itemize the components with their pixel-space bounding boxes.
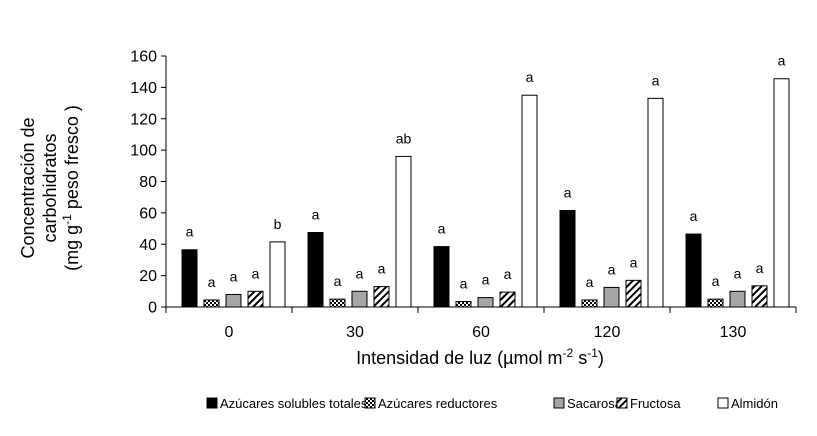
- y-tick-label: 40: [139, 237, 157, 254]
- bar-fructosa-120: [625, 279, 642, 308]
- y-axis-title: Concentración de carbohidratos (mg g-1 p…: [18, 105, 82, 271]
- significance-label: a: [378, 261, 386, 277]
- legend: Azúcares solubles totales Azúcares reduct…: [206, 396, 778, 411]
- bars: [181, 78, 790, 308]
- y-tick-label: 80: [139, 174, 157, 191]
- y-axis-title-line2: carbohidratos: [40, 133, 60, 242]
- axes: 0 20 40 60 80 100 120 140 160 0 30 60 120 130: [130, 49, 797, 341]
- significance-label: a: [482, 272, 490, 288]
- legend-swatch: [717, 397, 729, 409]
- significance-label: a: [504, 266, 512, 282]
- legend-swatch: [206, 397, 218, 409]
- x-tick-label: 60: [472, 324, 490, 341]
- significance-label: a: [312, 206, 320, 222]
- bar-sacarosa-120: [603, 286, 620, 308]
- significance-label: a: [756, 260, 764, 276]
- bar-fructosa-0: [247, 290, 264, 308]
- significance-label: a: [712, 273, 720, 289]
- significance-label: b: [274, 216, 282, 232]
- bar-az-cares-reductores-30: [329, 298, 346, 308]
- y-tick-label: 120: [130, 111, 157, 128]
- bar-az-cares-reductores-130: [707, 298, 724, 308]
- y-tick-label: 100: [130, 143, 157, 160]
- bar-az-cares-reductores-60: [455, 301, 472, 308]
- significance-label: a: [438, 221, 446, 237]
- bar-fructosa-60: [499, 291, 516, 308]
- x-tick-label: 30: [346, 324, 364, 341]
- x-tick-label: 130: [720, 324, 747, 341]
- bar-almid-n-30: [395, 155, 412, 308]
- significance-label: a: [734, 265, 742, 281]
- x-axis-title: Intensidad de luz (µmol m-2 s-1): [356, 346, 604, 368]
- significance-label: a: [208, 274, 216, 290]
- significance-label: a: [230, 268, 238, 284]
- legend-swatch: [364, 397, 376, 409]
- bar-sacarosa-60: [477, 297, 494, 308]
- significance-label: a: [186, 224, 194, 240]
- y-tick-label: 160: [130, 49, 157, 66]
- y-tick-label: 140: [130, 80, 157, 97]
- legend-label: Almidón: [731, 396, 778, 411]
- significance-label: a: [586, 274, 594, 290]
- significance-label: a: [356, 265, 364, 281]
- significance-label: a: [652, 72, 660, 88]
- bar-almid-n-60: [521, 94, 538, 308]
- significance-label: ab: [396, 130, 412, 146]
- bar-fructosa-130: [751, 285, 768, 308]
- bar-az-cares-solubles-totales-130: [685, 233, 702, 308]
- y-tick-label: 20: [139, 268, 157, 285]
- bar-almid-n-120: [647, 97, 664, 308]
- x-tick-label: 0: [225, 324, 234, 341]
- bar-fructosa-30: [373, 286, 390, 308]
- bar-sacarosa-30: [351, 290, 368, 308]
- legend-swatch: [616, 397, 628, 409]
- x-tick-label: 120: [594, 324, 621, 341]
- bar-almid-n-130: [773, 78, 790, 308]
- bar-az-cares-solubles-totales-0: [181, 249, 198, 308]
- y-tick-label: 60: [139, 205, 157, 222]
- legend-label: Fructosa: [630, 396, 681, 411]
- significance-label: a: [252, 265, 260, 281]
- bar-az-cares-solubles-totales-60: [433, 246, 450, 308]
- significance-label: a: [564, 185, 572, 201]
- bar-az-cares-solubles-totales-30: [307, 231, 324, 308]
- legend-swatch: [553, 397, 565, 409]
- bar-sacarosa-130: [729, 290, 746, 308]
- legend-label: Azúcares reductores: [378, 396, 498, 411]
- significance-label: a: [526, 69, 534, 85]
- bar-az-cares-solubles-totales-120: [559, 210, 576, 308]
- significance-label: a: [778, 53, 786, 69]
- y-tick-label: 0: [148, 300, 157, 317]
- bar-az-cares-reductores-120: [581, 299, 598, 308]
- significance-label: a: [608, 261, 616, 277]
- y-axis-title-line1: Concentración de: [18, 117, 38, 258]
- legend-label: Sacarosa: [567, 396, 623, 411]
- y-axis-title-line3: (mg g-1 peso fresco ): [60, 105, 82, 271]
- bar-az-cares-reductores-0: [203, 299, 220, 308]
- bar-almid-n-0: [269, 241, 286, 308]
- significance-label: a: [334, 273, 342, 289]
- bar-sacarosa-0: [225, 293, 242, 308]
- significance-label: a: [690, 208, 698, 224]
- significance-label: a: [630, 254, 638, 270]
- legend-label: Azúcares solubles totales: [220, 396, 368, 411]
- significance-label: a: [460, 276, 468, 292]
